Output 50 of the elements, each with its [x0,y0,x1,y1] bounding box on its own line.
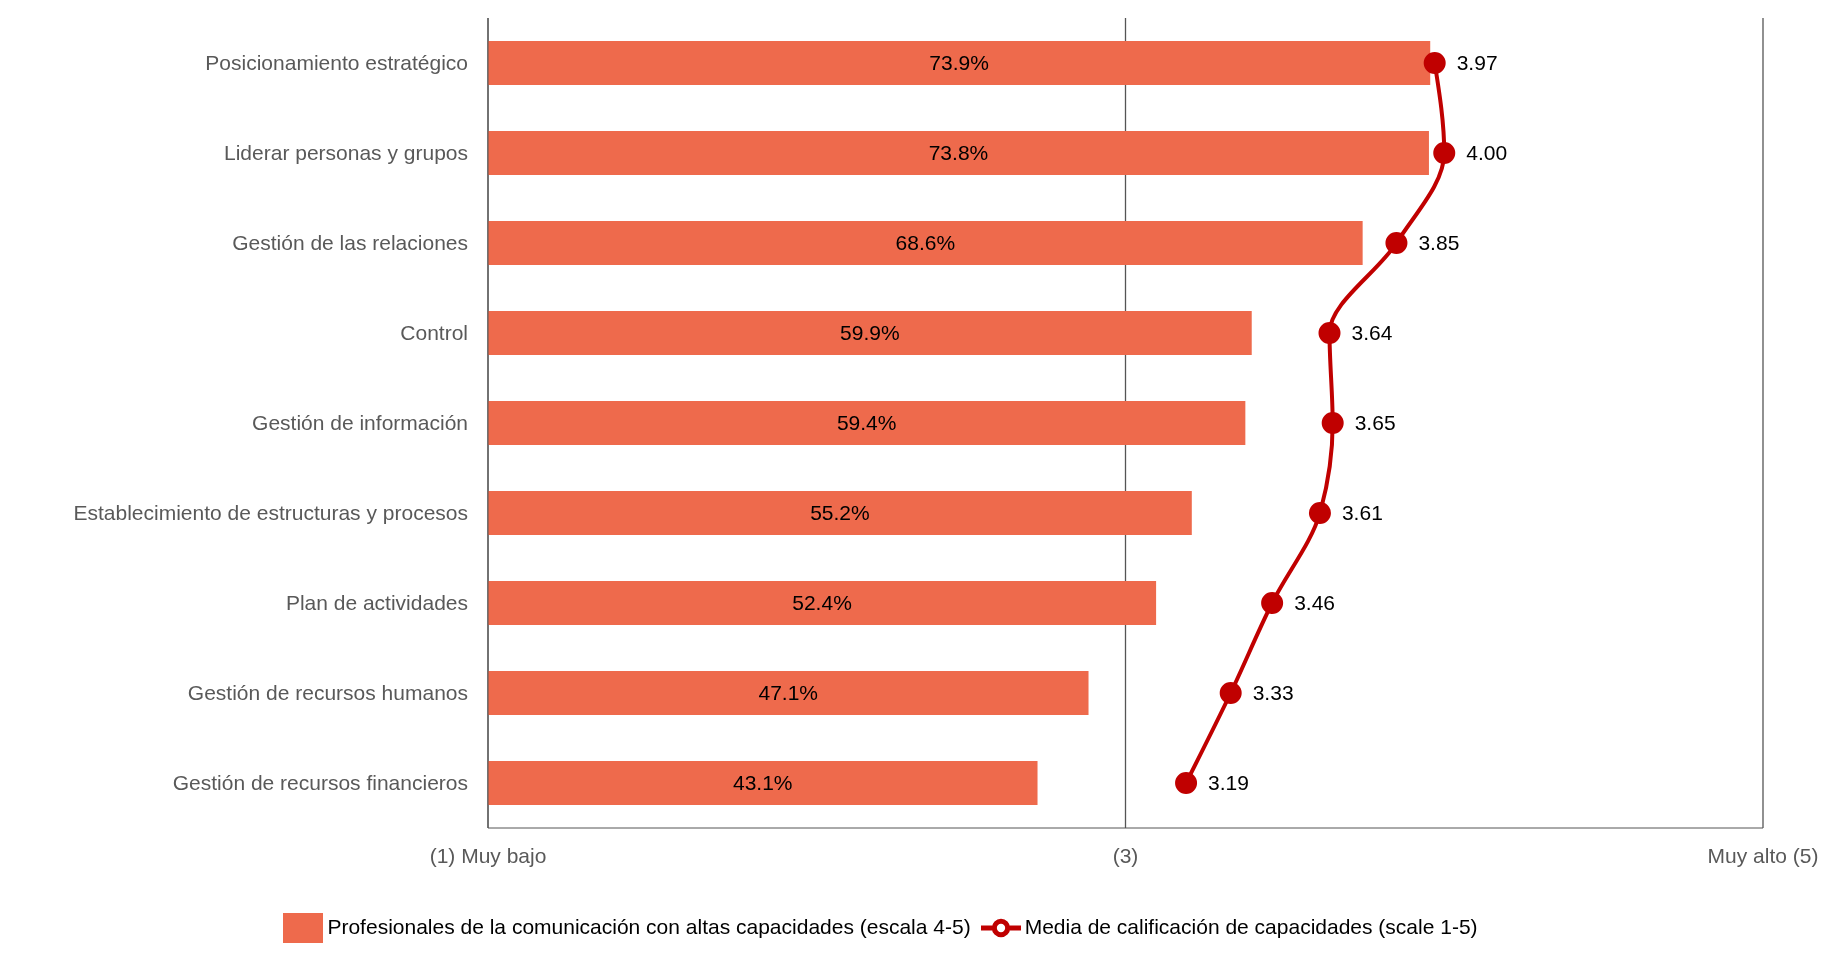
bar [488,221,1363,265]
data-label: 3.19 [1208,771,1249,795]
data-label: 3.61 [1341,501,1383,525]
y-tick-label: Gestión de las relaciones [232,231,468,255]
data-label: 55.2% [810,501,870,525]
point [1321,412,1344,434]
data-label: 3.33 [1252,681,1294,705]
legend-label: Media de calificación de capacidades (scale 1-5) [1024,914,1478,938]
bar [488,761,1038,805]
x2-tick-label: (3) [1112,843,1139,867]
y-tick-label: Gestión de recursos humanos [187,681,468,705]
data-label: 52.4% [792,591,852,615]
bar [488,41,1431,85]
bar [488,401,1246,445]
y-tick-label: Plan de actividades [285,591,468,615]
x2-tick-label: Muy alto (5) [1707,843,1819,867]
bar [488,131,1429,175]
x2-tick-label: (1) Muy bajo [429,843,547,867]
point [1308,502,1331,524]
bar [488,581,1157,625]
y-tick-label: Posicionamiento estratégico [205,51,468,75]
data-label: 59.9% [840,321,900,345]
data-label: 3.65 [1354,411,1396,435]
y-tick-label: Gestión de recursos financieros [172,771,468,795]
bar [488,671,1089,715]
bar [488,491,1192,535]
point [1385,232,1408,254]
data-label: 3.64 [1351,321,1393,345]
point [1219,682,1242,704]
data-label: 4.00 [1466,141,1508,165]
y-tick-label: Gestión de información [252,411,468,435]
data-label: 73.8% [928,141,989,165]
point [1423,52,1446,74]
bar [488,311,1252,355]
point [1318,322,1341,344]
y-tick-label: Control [400,321,468,345]
data-label: 3.85 [1418,231,1460,255]
data-label: 43.1% [732,771,793,795]
legend-label: Profesionales de la comunicación con altas capacidades (escala 4-5) [327,914,971,938]
data-label: 73.9% [929,51,989,75]
data-label: 47.1% [758,681,819,705]
y-tick-label: Liderar personas y grupos [224,141,468,165]
data-label: 3.46 [1294,591,1335,615]
y-tick-label: Establecimiento de estructuras y procesos [73,501,468,525]
point [1175,772,1198,794]
data-label: 3.97 [1456,51,1498,75]
point [1433,142,1456,164]
data-label: 59.4% [836,411,897,435]
data-label: 68.6% [895,231,956,255]
point [1261,592,1284,614]
